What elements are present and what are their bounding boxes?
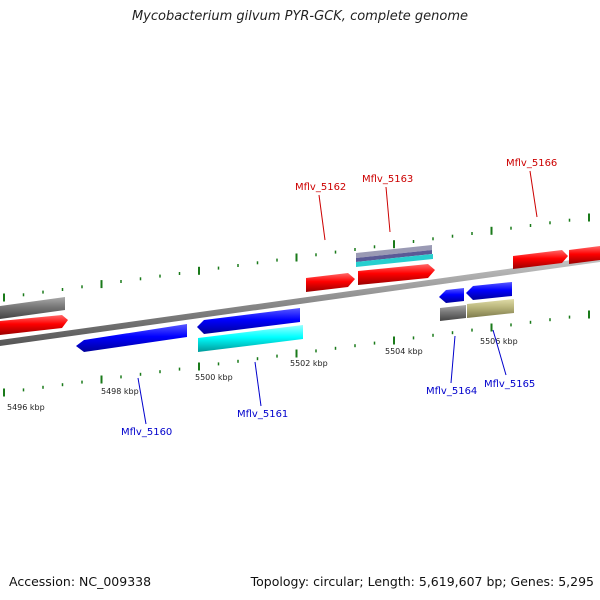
scale-labels: 5496 kbp 5498 kbp 5500 kbp 5502 kbp 5504… xyxy=(7,337,518,412)
map-title: Mycobacterium gilvum PYR-GCK, complete g… xyxy=(131,9,469,24)
scale-label: 5502 kbp xyxy=(290,359,328,368)
gene-mflv-5161[interactable] xyxy=(197,308,300,334)
label-leaders xyxy=(137,170,538,425)
scale-label: 5506 kbp xyxy=(480,337,518,346)
gene-forward-left[interactable] xyxy=(0,315,68,335)
scale-label: 5504 kbp xyxy=(385,347,423,356)
gene-label-mflv-5160[interactable]: Mflv_5160 xyxy=(121,427,172,438)
gene-label-mflv-5165[interactable]: Mflv_5165 xyxy=(484,379,535,390)
gene-label-mflv-5164[interactable]: Mflv_5164 xyxy=(426,386,477,397)
gene-forward-right[interactable] xyxy=(569,246,600,264)
gene-label-mflv-5162[interactable]: Mflv_5162 xyxy=(295,182,346,193)
feature-mflv-5163-track-3[interactable] xyxy=(356,254,433,267)
rna-mflv-5161[interactable] xyxy=(198,325,303,352)
gene-mflv-5162[interactable] xyxy=(306,273,355,292)
gene-label-mflv-5166[interactable]: Mflv_5166 xyxy=(506,158,557,169)
gene-mflv-5163[interactable] xyxy=(358,264,435,285)
gene-mflv-5164[interactable] xyxy=(439,288,464,303)
gene-mflv-5165[interactable] xyxy=(466,282,512,300)
scale-label: 5500 kbp xyxy=(195,373,233,382)
genome-backbone xyxy=(0,256,600,346)
pseudo-feature-mflv-5165[interactable] xyxy=(467,299,514,318)
feature-mflv-5163-track-2[interactable] xyxy=(356,250,432,262)
topology-text: Topology: circular; Length: 5,619,607 bp… xyxy=(250,574,594,589)
feature-mflv-5163-track-1[interactable] xyxy=(356,245,432,258)
feature-other-left[interactable] xyxy=(0,297,65,319)
gene-labels: Mflv_5160 Mflv_5161 Mflv_5162 Mflv_5163 … xyxy=(121,158,557,438)
feature-other-mflv-5164[interactable] xyxy=(440,305,466,321)
gene-mflv-5166[interactable] xyxy=(513,250,568,269)
scale-label: 5498 kbp xyxy=(101,387,139,396)
scale-ticks xyxy=(3,213,590,397)
accession-text: Accession: NC_009338 xyxy=(9,574,152,589)
gene-label-mflv-5161[interactable]: Mflv_5161 xyxy=(237,409,288,420)
scale-label: 5496 kbp xyxy=(7,403,45,412)
gene-label-mflv-5163[interactable]: Mflv_5163 xyxy=(362,174,413,185)
gene-mflv-5160[interactable] xyxy=(76,324,187,352)
feature-track xyxy=(0,245,600,352)
